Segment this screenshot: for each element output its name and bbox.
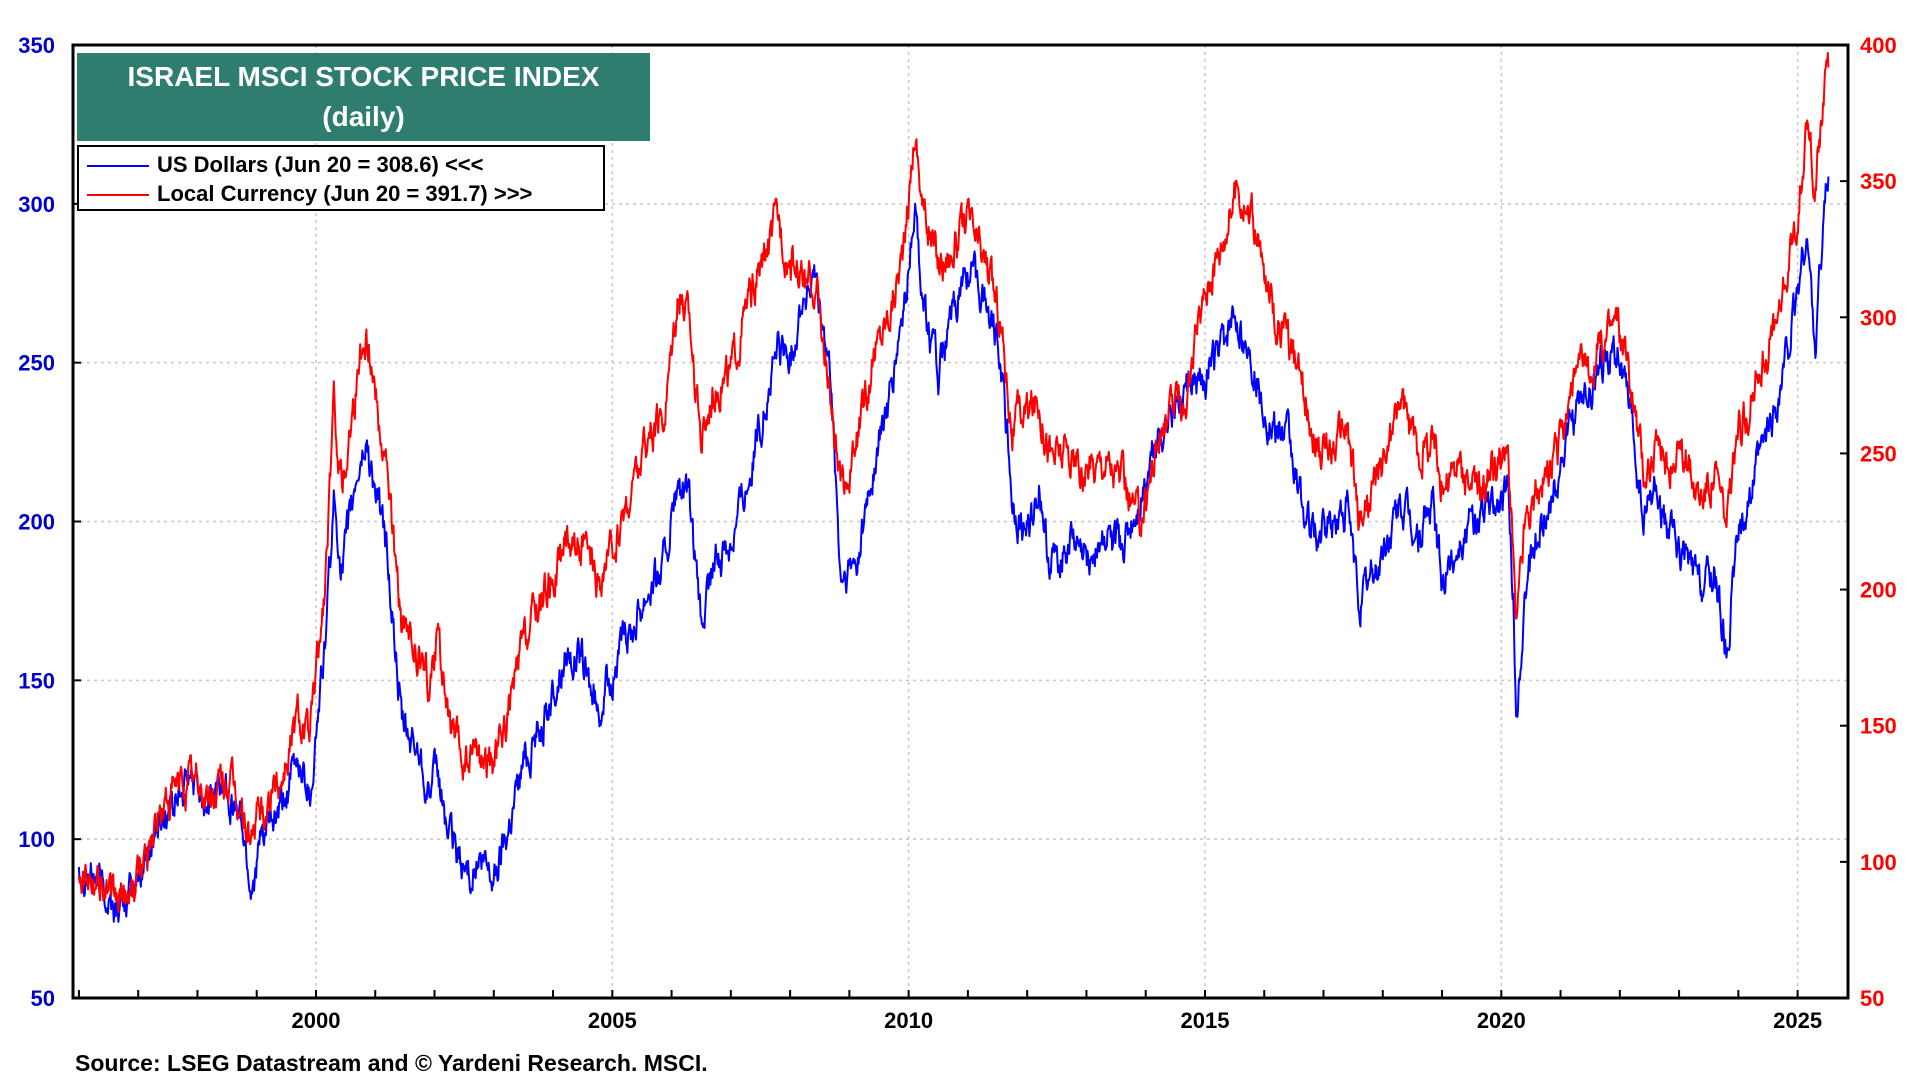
source-note: Source: LSEG Datastream and © Yardeni Re…	[75, 1050, 708, 1076]
x-tick-label: 2010	[884, 1008, 933, 1033]
x-tick-label: 2000	[292, 1008, 341, 1033]
chart-title: ISRAEL MSCI STOCK PRICE INDEX	[127, 61, 600, 92]
y-left-tick-label: 100	[18, 827, 55, 852]
x-tick-label: 2025	[1773, 1008, 1822, 1033]
y-right-tick-label: 250	[1860, 441, 1897, 466]
legend-label-local: Local Currency (Jun 20 = 391.7) >>>	[157, 181, 533, 206]
y-right-tick-label: 100	[1860, 850, 1897, 875]
y-right-tick-label: 350	[1860, 169, 1897, 194]
series-line-usd	[77, 176, 1830, 923]
chart-title-box: ISRAEL MSCI STOCK PRICE INDEX (daily)	[77, 53, 650, 141]
x-tick-label: 2020	[1477, 1008, 1526, 1033]
y-left-tick-label: 200	[18, 510, 55, 535]
y-right-tick-label: 200	[1860, 578, 1897, 603]
y-axis-left: 50 100 150 200 250 300 350	[18, 33, 81, 1011]
y-left-tick-label: 150	[18, 668, 55, 693]
y-right-tick-label: 150	[1860, 714, 1897, 739]
series-layer	[77, 51, 1830, 923]
y-right-tick-label: 300	[1860, 305, 1897, 330]
x-tick-label: 2005	[588, 1008, 637, 1033]
chart-subtitle: (daily)	[322, 101, 405, 132]
y-left-tick-label: 50	[31, 986, 55, 1011]
legend-label-usd: US Dollars (Jun 20 = 308.6) <<<	[157, 152, 484, 177]
y-left-tick-label: 300	[18, 192, 55, 217]
y-left-tick-label: 350	[18, 33, 55, 58]
y-right-tick-label: 50	[1860, 986, 1884, 1011]
legend-entry-local: Local Currency (Jun 20 = 391.7) >>>	[87, 180, 532, 208]
legend-swatch-usd	[87, 165, 149, 168]
x-axis-ticks: 2000 2005 2010 2015 2020 2025	[77, 990, 1822, 1033]
legend-entry-usd: US Dollars (Jun 20 = 308.6) <<<	[87, 151, 484, 179]
legend-swatch-local	[87, 194, 149, 197]
legend: US Dollars (Jun 20 = 308.6) <<< Local Cu…	[77, 145, 605, 211]
series-line-local	[77, 51, 1830, 914]
x-tick-label: 2015	[1180, 1008, 1229, 1033]
y-axis-right: 50 100 150 200 250 300 350 400	[1840, 33, 1897, 1011]
y-right-tick-label: 400	[1860, 33, 1897, 58]
y-left-tick-label: 250	[18, 351, 55, 376]
